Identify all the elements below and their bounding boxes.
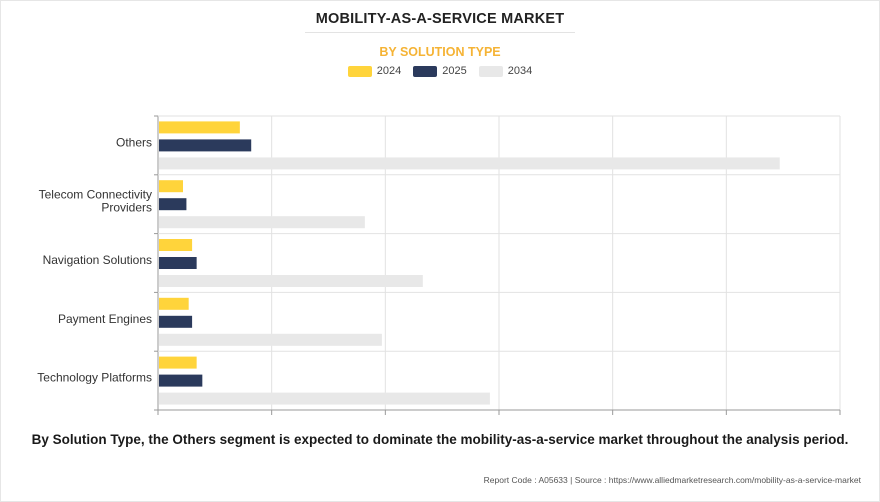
category-label-2: Navigation Solutions <box>43 253 152 267</box>
bar-2034-2 <box>159 275 423 287</box>
legend: 2024 2025 2034 <box>0 65 880 77</box>
footer-separator: | <box>570 475 573 485</box>
bar-2024-2 <box>159 239 193 251</box>
category-label-line: Telecom Connectivity <box>39 188 152 202</box>
legend-swatch-2025 <box>413 65 438 77</box>
category-label-4: Technology Platforms <box>37 371 152 385</box>
bar-2025-3 <box>159 315 193 328</box>
title-divider <box>305 32 575 33</box>
bar-2024-1 <box>159 180 184 193</box>
legend-item-2034[interactable]: 2034 <box>478 65 533 77</box>
bar-2034-1 <box>159 216 365 229</box>
bar-2025-2 <box>159 257 197 269</box>
source-link[interactable]: Source : https://www.alliedmarketresearc… <box>574 475 861 485</box>
category-label-3: Payment Engines <box>58 312 152 326</box>
bar-2034-4 <box>159 392 490 405</box>
legend-item-2025[interactable]: 2025 <box>413 65 467 77</box>
legend-label-2024: 2024 <box>376 65 402 77</box>
bar-2025-1 <box>159 198 187 211</box>
bar-2024-4 <box>159 356 197 369</box>
category-label-line: Navigation Solutions <box>43 253 152 267</box>
bar-2034-0 <box>159 157 780 170</box>
legend-item-2024[interactable]: 2024 <box>347 65 402 77</box>
category-label-line: Providers <box>101 201 152 215</box>
legend-swatch-2034 <box>478 65 503 77</box>
legend-swatch-2024 <box>347 65 372 77</box>
bar-2025-0 <box>159 139 252 152</box>
source-footer: Report Code : A05633 | Source : https://… <box>484 475 861 485</box>
bar-2024-3 <box>159 297 189 310</box>
report-code: Report Code : A05633 <box>483 475 568 485</box>
bar-2034-3 <box>159 333 382 346</box>
legend-label-2025: 2025 <box>442 65 467 77</box>
chart-caption: By Solution Type, the Others segment is … <box>31 432 849 447</box>
chart-title: MOBILITY-AS-A-SERVICE MARKET <box>315 11 565 27</box>
legend-label-2034: 2034 <box>507 65 533 77</box>
category-label-line: Payment Engines <box>58 312 152 326</box>
chart-subtitle: BY SOLUTION TYPE <box>379 45 501 59</box>
category-label-1: Telecom Connectivity Providers <box>39 188 152 215</box>
category-label-line: Technology Platforms <box>37 371 152 385</box>
category-label-line: Others <box>116 135 152 149</box>
bar-2025-4 <box>159 374 203 387</box>
bar-2024-0 <box>159 121 240 134</box>
category-label-0: Others <box>116 135 152 149</box>
